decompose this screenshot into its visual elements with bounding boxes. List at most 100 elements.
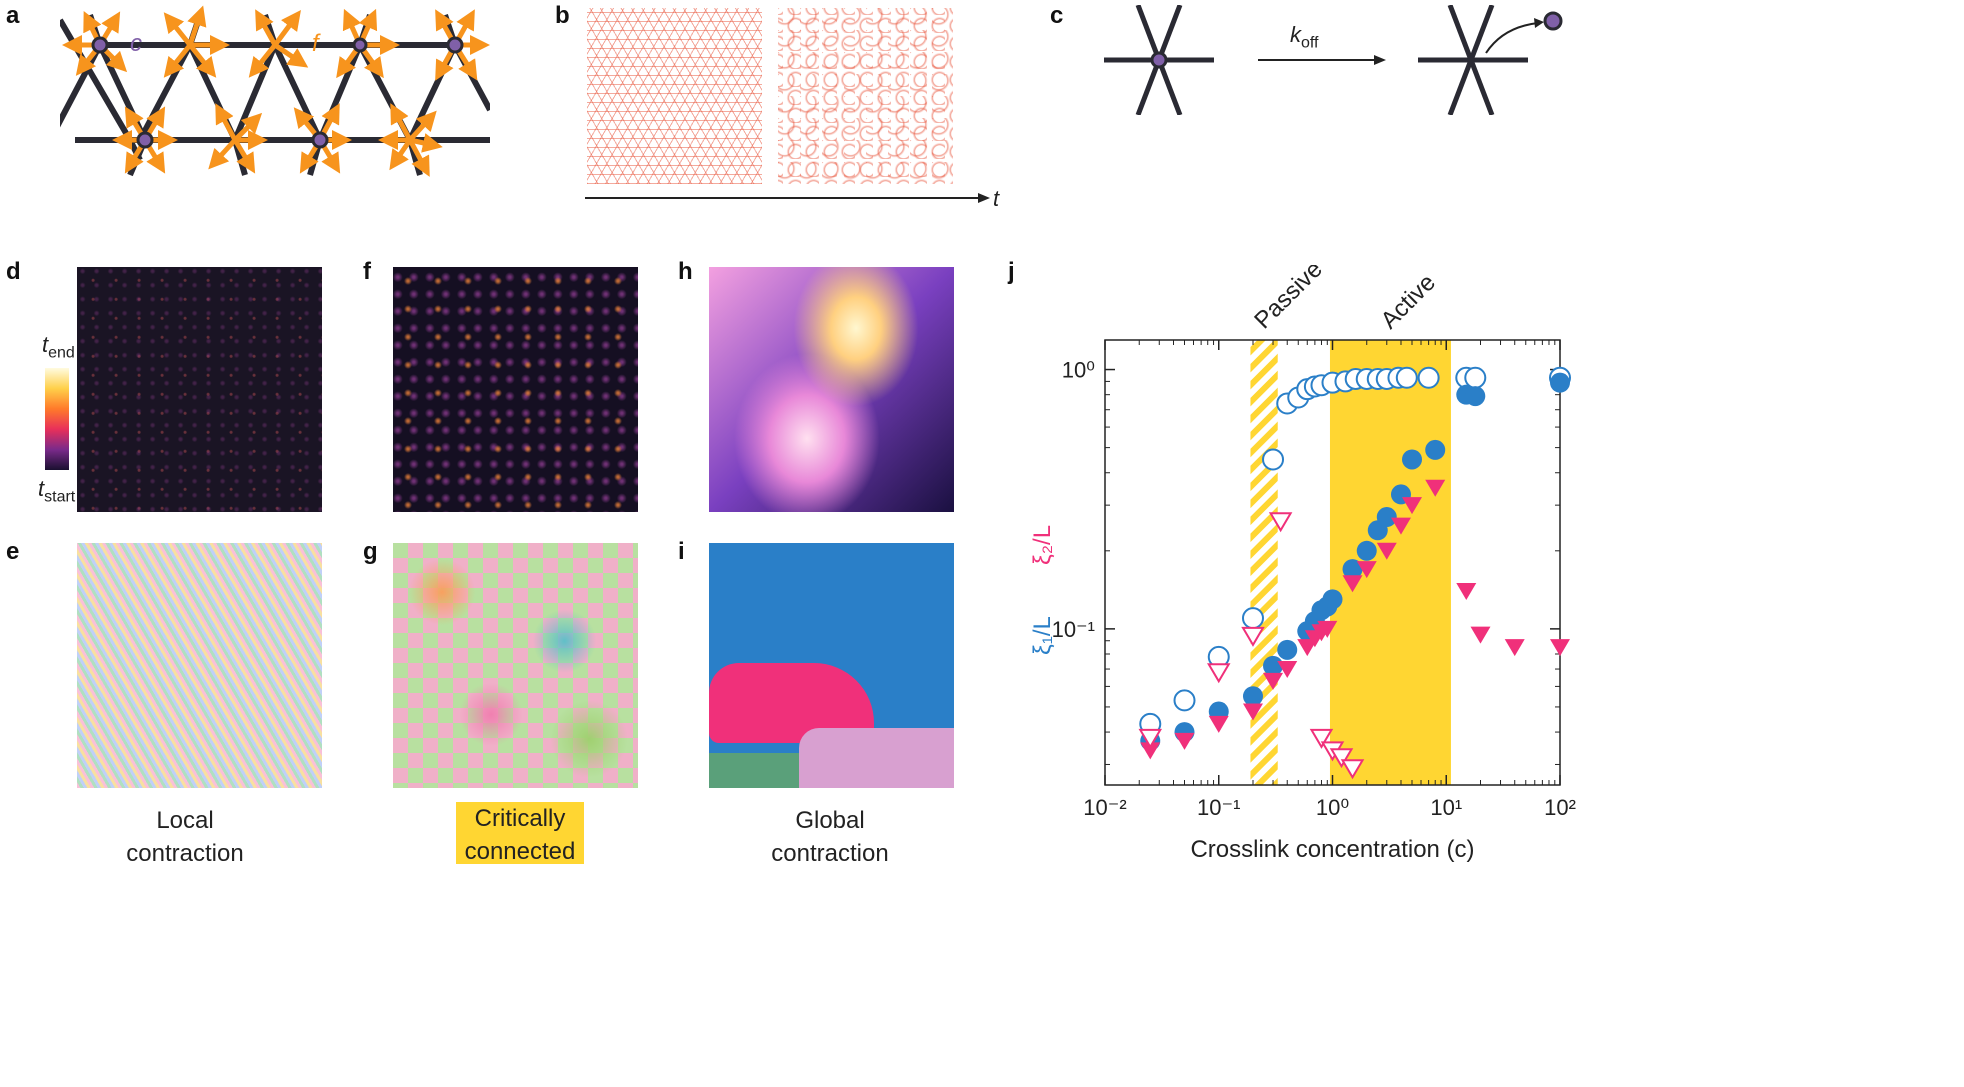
y-axis-label-1: ξ₁/L (1029, 616, 1056, 655)
network-image-early (587, 8, 762, 184)
caption-local-line1: Local (156, 807, 214, 834)
heatmap-global-contraction (709, 267, 954, 512)
data-point-filled-triangle (1550, 639, 1570, 657)
caption-global: Global contraction (745, 804, 915, 870)
data-point-open-triangle (1329, 748, 1354, 769)
data-point-open-triangle (1340, 759, 1365, 780)
data-point-filled-triangle (1376, 542, 1397, 560)
panel-label-e: e (6, 538, 20, 565)
label-f-force: f (312, 30, 319, 57)
cluster-map-critical (393, 543, 638, 788)
colorbar (45, 368, 69, 470)
caption-critical-line1: Critically (474, 805, 566, 832)
data-point-filled-triangle (1208, 715, 1229, 733)
heatmap-critically-connected (393, 267, 638, 512)
data-point-open-circle (1241, 607, 1264, 630)
data-point-filled-triangle (1356, 561, 1377, 579)
green-cluster (709, 753, 799, 788)
data-point-open-triangle (1268, 512, 1293, 533)
rate-k: k (1290, 22, 1301, 47)
rate-sub: off (1301, 34, 1319, 52)
panel-label-c: c (1050, 2, 1064, 29)
data-point-filled-circle (1342, 559, 1363, 580)
network-image-late (778, 8, 953, 184)
data-point-filled-circle (1242, 686, 1263, 707)
data-point-open-circle (1262, 448, 1285, 471)
data-point-filled-triangle (1174, 732, 1195, 750)
time-axis-label: t (993, 186, 1000, 211)
panel-label-d: d (6, 258, 21, 285)
y-axis-label-2: ξ₂/L (1029, 525, 1056, 565)
panel-label-b: b (555, 2, 570, 29)
data-point-filled-triangle (1425, 479, 1446, 497)
colorbar-bottom-label: tstart (38, 476, 75, 506)
region-label-active: Active (1376, 269, 1441, 334)
data-point-filled-triangle (1456, 582, 1477, 600)
data-point-filled-circle (1277, 639, 1298, 660)
y-tick-label: 10⁰ (1062, 358, 1095, 383)
caption-critical: Critically connected (456, 802, 584, 865)
colorbar-top-label: tend (42, 332, 75, 362)
time-axis-arrow (585, 193, 990, 203)
data-point-filled-triangle (1297, 639, 1318, 657)
rate-label-koff: koff (1290, 22, 1319, 52)
cluster-map-global (709, 543, 954, 788)
data-point-filled-circle (1402, 449, 1423, 470)
data-point-filled-triangle (1342, 575, 1363, 593)
x-tick-label: 10¹ (1430, 795, 1462, 820)
data-point-open-triangle (1138, 728, 1163, 749)
panel-a-lattice-diagram (60, 5, 490, 177)
data-point-filled-triangle (1470, 626, 1491, 644)
lilac-cluster (799, 728, 954, 788)
y-tick-label: 10⁻¹ (1052, 617, 1095, 642)
panel-label-f: f (363, 258, 371, 285)
panel-c-unbinding-diagram (1104, 5, 1563, 115)
label-c-crosslink: c (130, 30, 142, 57)
heatmap-local-contraction (77, 267, 322, 512)
x-tick-label: 10⁻¹ (1197, 795, 1240, 820)
colorbar-bottom-t: t (38, 476, 45, 501)
x-tick-label: 10⁻² (1083, 795, 1126, 820)
data-point-open-triangle (1207, 663, 1231, 684)
data-point-open-circle (1464, 366, 1487, 389)
caption-global-line1: Global (795, 807, 865, 834)
data-point-filled-triangle (1402, 497, 1423, 515)
data-point-filled-triangle (1242, 703, 1263, 721)
panel-label-i: i (678, 538, 685, 565)
x-axis-label: Crosslink concentration (c) (1190, 836, 1474, 863)
data-point-open-circle (1395, 366, 1418, 389)
data-point-open-circle (1173, 689, 1196, 712)
panel-label-g: g (363, 538, 378, 565)
region-label-passive: Passive (1249, 265, 1328, 334)
data-point-filled-circle (1322, 589, 1343, 610)
data-point-filled-triangle (1504, 639, 1525, 657)
data-point-filled-circle (1425, 439, 1446, 460)
colorbar-bottom-sub: start (44, 488, 76, 506)
data-point-filled-triangle (1390, 517, 1411, 535)
data-point-filled-triangle (1277, 661, 1298, 679)
x-tick-label: 10² (1544, 795, 1576, 820)
data-point-filled-triangle (1140, 742, 1161, 760)
data-point-filled-circle (1465, 386, 1486, 407)
data-point-filled-circle (1550, 372, 1570, 393)
region-passive (1250, 340, 1278, 785)
caption-local: Local contraction (100, 804, 270, 870)
data-point-filled-circle (1263, 655, 1284, 676)
data-point-open-triangle (1309, 728, 1334, 749)
cluster-map-local (77, 543, 322, 788)
caption-critical-line2: connected (464, 838, 576, 865)
panel-j-scatter-chart: Passive Active 10⁻² 10⁻¹ 10⁰ 10¹ 10² 10⁻¹ 10⁰ Cro… (1029, 265, 1576, 863)
data-point-open-circle (1417, 366, 1440, 389)
data-point-filled-triangle (1263, 672, 1284, 690)
caption-global-line2: contraction (771, 840, 889, 867)
x-tick-label: 10⁰ (1316, 795, 1349, 820)
caption-local-line2: contraction (126, 840, 244, 867)
colorbar-top-sub: end (48, 344, 75, 362)
panel-label-j: j (1008, 258, 1015, 285)
data-point-filled-triangle (1317, 620, 1338, 638)
data-point-filled-circle (1356, 540, 1377, 561)
data-point-open-triangle (1241, 626, 1265, 647)
colorbar-top-t: t (42, 332, 49, 357)
panel-label-a: a (6, 2, 20, 29)
panel-label-h: h (678, 258, 693, 285)
